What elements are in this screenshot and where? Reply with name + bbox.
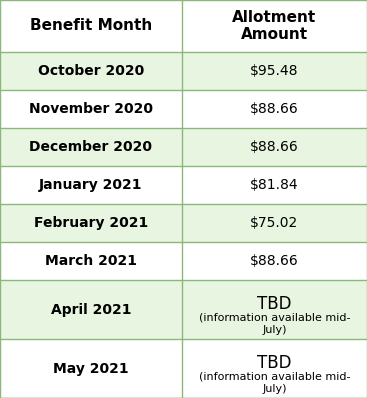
Text: Benefit Month: Benefit Month: [30, 18, 152, 33]
Text: November 2020: November 2020: [29, 102, 153, 116]
Text: May 2021: May 2021: [53, 361, 129, 375]
Bar: [0, 90, 367, 128]
Text: TBD: TBD: [257, 295, 292, 313]
Bar: [0, 52, 367, 90]
Text: July): July): [262, 325, 287, 335]
Bar: [0, 204, 367, 242]
Text: July): July): [262, 384, 287, 394]
Bar: [0, 242, 367, 280]
Text: $95.48: $95.48: [250, 64, 299, 78]
Text: April 2021: April 2021: [51, 302, 131, 316]
Bar: [0, 0, 367, 52]
Text: $81.84: $81.84: [250, 178, 299, 192]
Text: (information available mid-: (information available mid-: [199, 371, 350, 381]
Text: $75.02: $75.02: [250, 216, 298, 230]
Bar: [0, 128, 367, 166]
Text: Allotment
Amount: Allotment Amount: [232, 10, 316, 42]
Bar: [0, 280, 367, 339]
Text: $88.66: $88.66: [250, 140, 299, 154]
Text: January 2021: January 2021: [39, 178, 143, 192]
Text: $88.66: $88.66: [250, 102, 299, 116]
Text: TBD: TBD: [257, 353, 292, 372]
Text: $88.66: $88.66: [250, 254, 299, 268]
Text: October 2020: October 2020: [38, 64, 144, 78]
Bar: [0, 339, 367, 398]
Text: February 2021: February 2021: [34, 216, 148, 230]
Text: (information available mid-: (information available mid-: [199, 312, 350, 322]
Bar: [0, 166, 367, 204]
Text: December 2020: December 2020: [29, 140, 152, 154]
Text: March 2021: March 2021: [45, 254, 137, 268]
